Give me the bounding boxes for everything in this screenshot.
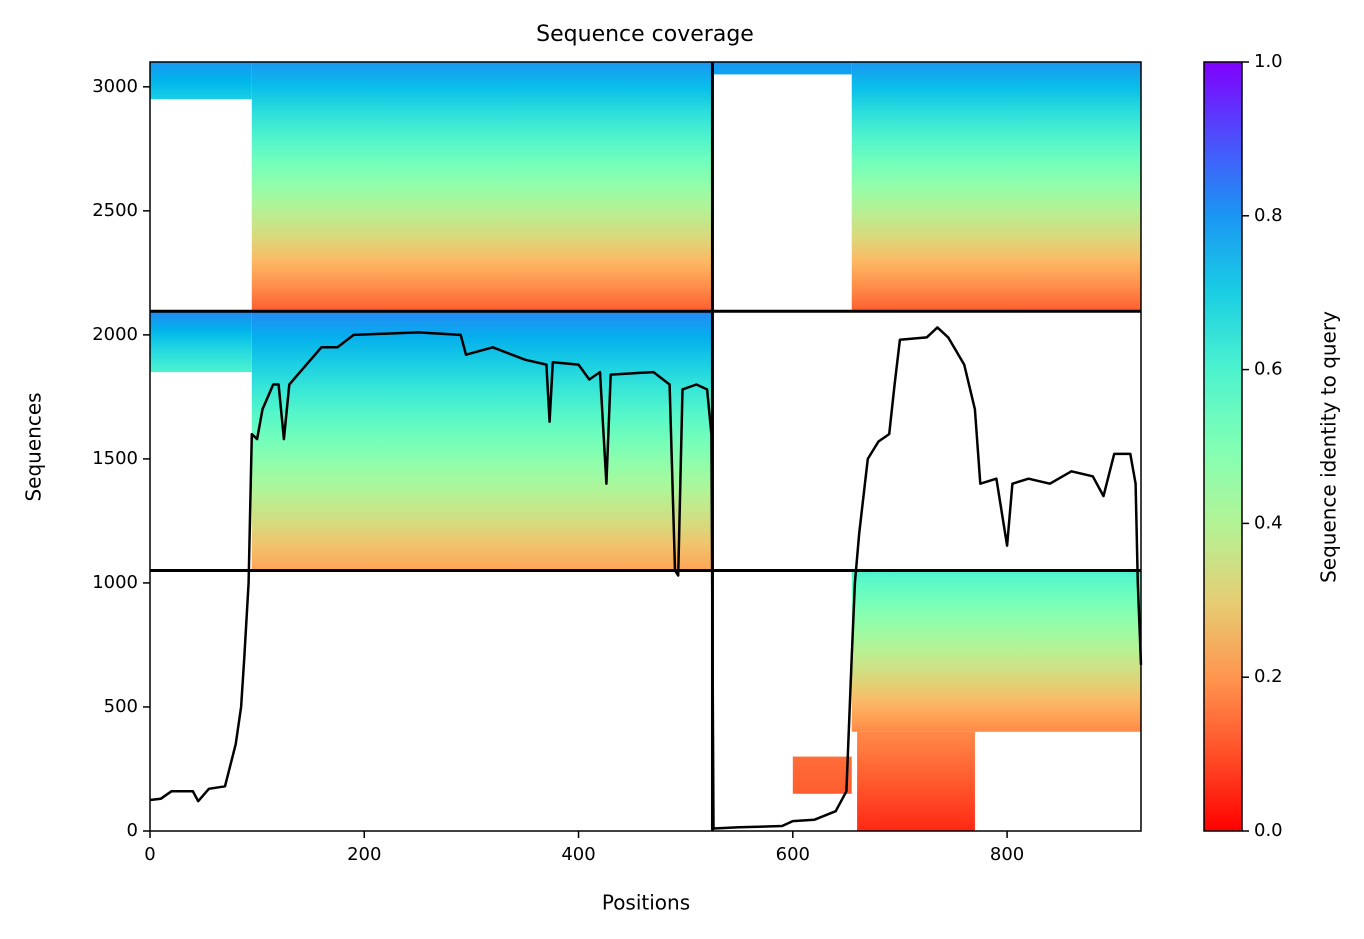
coverage-block xyxy=(851,62,1141,312)
y-tick-label: 0 xyxy=(127,820,138,841)
coverage-block xyxy=(150,311,252,373)
y-tick-label: 3000 xyxy=(92,76,138,97)
coverage-block xyxy=(857,731,975,831)
coverage-block xyxy=(251,311,713,571)
y-tick-label: 2000 xyxy=(92,324,138,345)
y-tick-label: 500 xyxy=(104,696,138,717)
colorbar-tick-label: 0.2 xyxy=(1254,666,1283,687)
coverage-block xyxy=(712,62,852,75)
x-tick-label: 0 xyxy=(144,844,155,865)
x-tick-label: 800 xyxy=(990,844,1024,865)
colorbar-tick-label: 1.0 xyxy=(1254,51,1283,72)
colorbar-tick-label: 0.4 xyxy=(1254,512,1283,533)
coverage-block xyxy=(851,570,1141,732)
colorbar-label: Sequence identity to query xyxy=(1317,311,1341,583)
colorbar-tick-label: 0.0 xyxy=(1254,820,1283,841)
coverage-block xyxy=(792,756,852,794)
coverage-block xyxy=(150,62,252,100)
x-tick-label: 600 xyxy=(776,844,810,865)
plot-frame xyxy=(149,61,1142,832)
colorbar-tick-label: 0.6 xyxy=(1254,359,1283,380)
y-tick-label: 1000 xyxy=(92,572,138,593)
chart-title: Sequence coverage xyxy=(536,22,754,47)
colorbar xyxy=(1203,61,1243,832)
x-tick-label: 400 xyxy=(561,844,595,865)
colorbar-tick-label: 0.8 xyxy=(1254,205,1283,226)
y-axis-label: Sequences xyxy=(22,392,46,501)
coverage-block xyxy=(251,62,713,312)
coverage-line xyxy=(149,326,1143,830)
x-axis-label: Positions xyxy=(602,891,690,915)
x-tick-label: 200 xyxy=(347,844,381,865)
y-tick-label: 2500 xyxy=(92,200,138,221)
y-tick-label: 1500 xyxy=(92,448,138,469)
